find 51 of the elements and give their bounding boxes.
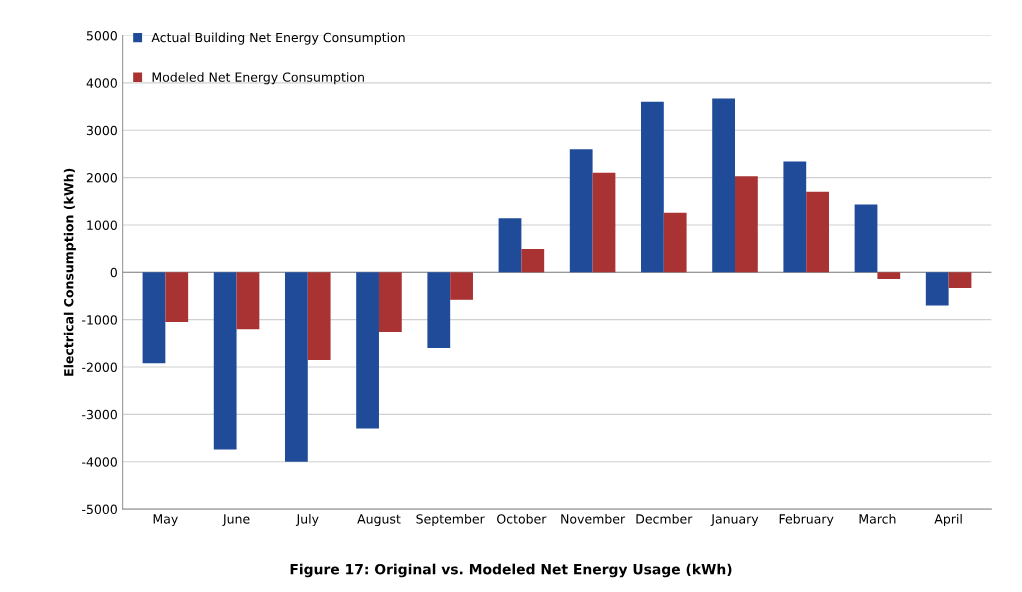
bar xyxy=(854,204,878,273)
bar xyxy=(877,272,901,279)
bar xyxy=(142,272,166,364)
y-tick-label: -5000 xyxy=(82,504,117,515)
bar xyxy=(450,272,473,300)
x-tick-label: November xyxy=(561,513,626,524)
bar xyxy=(521,249,545,273)
y-axis-title: Electrical Consumption (kWh) xyxy=(63,168,76,376)
bar xyxy=(712,98,735,273)
x-tick-label: October xyxy=(497,513,547,524)
x-tick-label: January xyxy=(710,514,759,527)
y-tick-label: 4000 xyxy=(86,78,117,88)
bar xyxy=(592,172,616,273)
x-tick-label: July xyxy=(295,513,319,527)
bar xyxy=(307,272,331,360)
bar xyxy=(783,161,807,273)
bar xyxy=(641,101,664,273)
bar xyxy=(165,272,189,323)
bar xyxy=(663,212,687,273)
y-tick-label: 0 xyxy=(110,267,117,278)
y-tick-label: 5000 xyxy=(86,30,117,41)
legend-label: Actual Building Net Energy Consumption xyxy=(151,32,405,45)
x-tick-label: August xyxy=(357,514,401,527)
x-tick-label: September xyxy=(416,513,485,527)
bar xyxy=(569,149,593,273)
y-tick-label: 2000 xyxy=(86,173,117,183)
bar xyxy=(427,272,451,349)
y-tick-label: -2000 xyxy=(82,362,117,372)
x-tick-label: May xyxy=(153,514,178,527)
bar xyxy=(236,272,260,330)
x-tick-label: Decmber xyxy=(636,513,693,524)
bar xyxy=(498,218,522,273)
x-tick-label: February xyxy=(779,513,834,527)
bar xyxy=(948,272,972,288)
x-tick-label: April xyxy=(934,513,962,527)
y-tick-label: 3000 xyxy=(86,125,117,136)
bar xyxy=(925,272,949,306)
bar xyxy=(284,272,308,462)
y-tick-label: -4000 xyxy=(82,457,117,467)
y-tick-label: -1000 xyxy=(82,315,117,325)
x-tick-label: June xyxy=(222,514,250,526)
bar xyxy=(806,191,829,273)
x-tick-label: March xyxy=(859,513,896,524)
bar xyxy=(356,272,379,429)
legend-label: Modeled Net Energy Consumption xyxy=(152,72,364,85)
y-tick-label: -3000 xyxy=(82,409,117,420)
bar xyxy=(378,272,402,332)
bar xyxy=(213,272,237,450)
y-tick-label: 1000 xyxy=(87,220,117,230)
caption: Figure 17: Original vs. Modeled Net Energy Usage (kWh) xyxy=(290,563,732,578)
bar xyxy=(735,176,758,273)
